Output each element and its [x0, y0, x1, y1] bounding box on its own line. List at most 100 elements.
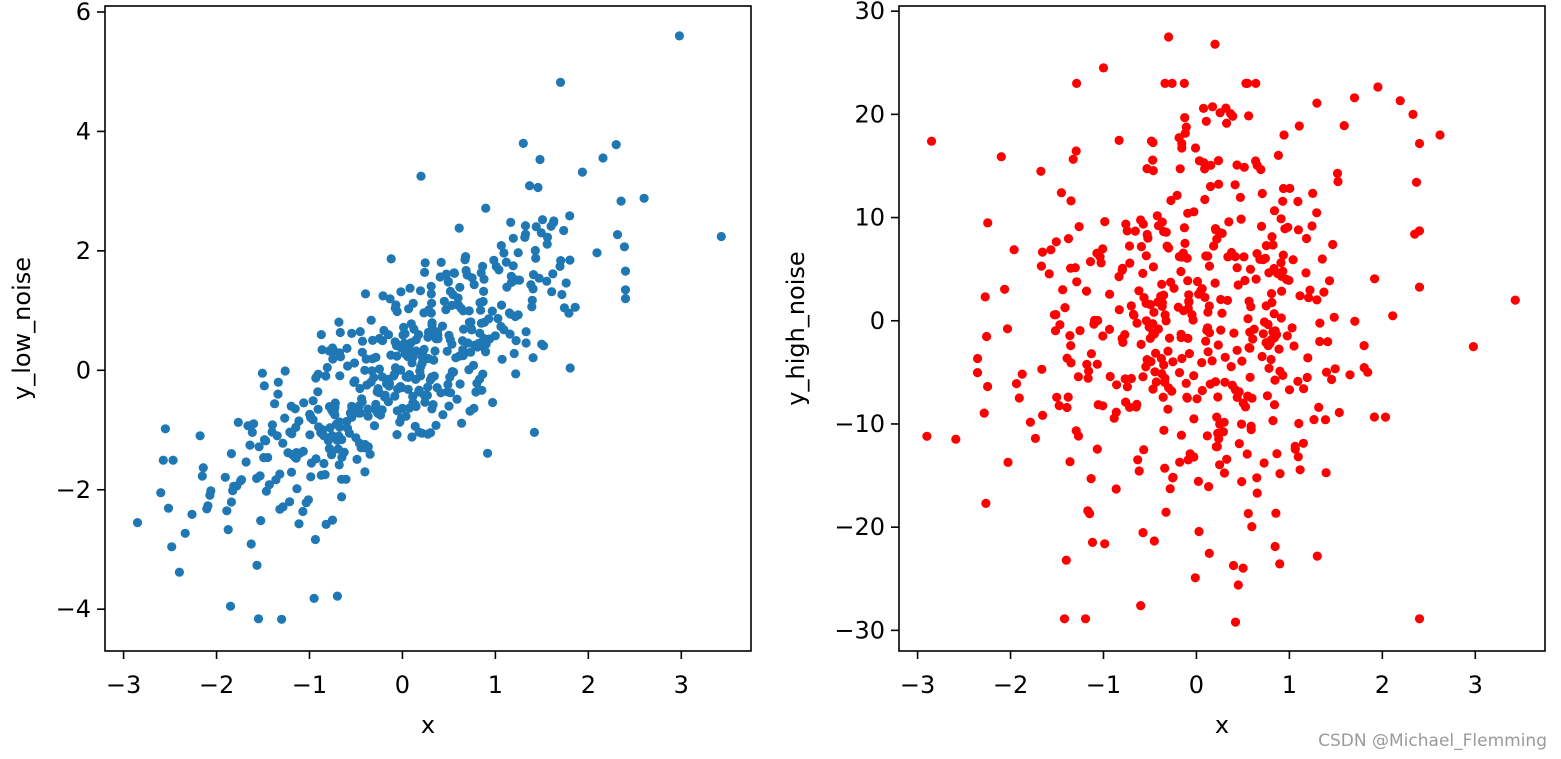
scatter-point	[337, 435, 347, 445]
scatter-point	[316, 330, 326, 340]
scatter-point	[435, 272, 445, 282]
scatter-point	[1301, 268, 1311, 278]
scatter-point	[514, 275, 525, 285]
scatter-point	[311, 454, 321, 464]
scatter-point	[1089, 319, 1099, 329]
scatter-point	[1259, 458, 1269, 468]
scatter-point	[1216, 325, 1226, 335]
scatter-point	[236, 475, 247, 485]
scatter-point	[1213, 156, 1224, 166]
scatter-point	[1245, 327, 1255, 337]
scatter-point	[1176, 266, 1186, 277]
scatter-point	[1303, 353, 1313, 363]
scatter-point	[1122, 226, 1132, 236]
scatter-point	[454, 223, 464, 233]
scatter-point	[1055, 320, 1065, 330]
y-tick-label: −30	[834, 616, 885, 644]
scatter-points-high-noise	[922, 32, 1520, 627]
scatter-point	[415, 286, 426, 296]
scatter-point	[1359, 341, 1369, 351]
scatter-point	[1175, 457, 1185, 467]
scatter-point	[439, 296, 449, 306]
scatter-point	[1302, 372, 1312, 383]
scatter-point	[1038, 410, 1048, 420]
scatter-point	[1260, 253, 1270, 263]
scatter-point	[420, 258, 430, 268]
scatter-point	[1330, 364, 1340, 374]
scatter-point	[1279, 130, 1289, 140]
scatter-point	[570, 302, 580, 312]
scatter-point	[1180, 128, 1190, 138]
scatter-point	[1161, 227, 1171, 237]
scatter-point	[1293, 225, 1303, 235]
scatter-point	[1158, 392, 1168, 402]
scatter-point	[267, 420, 277, 430]
scatter-point	[233, 417, 243, 427]
scatter-point	[247, 427, 257, 437]
scatter-point	[1092, 359, 1102, 369]
scatter-point	[1160, 463, 1170, 473]
scatter-point	[1210, 39, 1220, 49]
scatter-point	[1122, 382, 1132, 392]
scatter-point	[1164, 333, 1175, 343]
scatter-point	[1149, 307, 1159, 317]
scatter-point	[1257, 351, 1267, 362]
scatter-point	[1121, 397, 1131, 407]
scatter-point	[1213, 392, 1223, 402]
scatter-point	[327, 405, 337, 415]
scatter-point	[423, 332, 433, 342]
scatter-point	[272, 431, 282, 441]
scatter-point	[598, 153, 608, 163]
scatter-point	[255, 471, 265, 481]
scatter-point	[1299, 384, 1309, 394]
scatter-point	[496, 321, 506, 332]
scatter-point	[1036, 261, 1046, 271]
scatter-point	[365, 449, 375, 459]
scatter-point	[996, 152, 1006, 162]
scatter-point	[1293, 196, 1303, 207]
scatter-point	[1268, 327, 1278, 337]
scatter-point	[1244, 296, 1254, 306]
subplot-low-noise: −3 −2 −1 0 1 2 3 −4 −2 0 2 4 6 x y_low_noise	[8, 0, 752, 739]
scatter-point	[528, 284, 538, 294]
scatter-point	[1176, 430, 1186, 440]
scatter-point	[1278, 266, 1288, 276]
scatter-point	[1114, 272, 1124, 282]
scatter-point	[1203, 347, 1213, 357]
scatter-point	[447, 300, 457, 310]
scatter-point	[456, 303, 466, 313]
scatter-point	[426, 289, 436, 299]
scatter-point	[349, 377, 359, 387]
x-axis-label-high-noise: x	[1215, 711, 1229, 739]
y-tick-label: 0	[870, 307, 885, 335]
scatter-point	[280, 366, 290, 376]
scatter-point	[1239, 162, 1249, 172]
scatter-point	[511, 336, 521, 346]
scatter-point	[1248, 334, 1258, 344]
scatter-point	[1194, 526, 1204, 537]
scatter-point	[1104, 324, 1115, 334]
scatter-point	[349, 358, 360, 368]
scatter-point	[476, 318, 486, 328]
axes-frame-high-noise	[898, 5, 1546, 652]
scatter-point	[357, 336, 368, 346]
scatter-point	[415, 366, 425, 376]
scatter-point	[1192, 394, 1202, 404]
scatter-point	[1369, 412, 1379, 422]
y-axis-label-low-noise: y_low_noise	[8, 257, 36, 400]
x-tick-label: 3	[1468, 671, 1483, 699]
scatter-point	[1275, 469, 1285, 479]
scatter-point	[1036, 166, 1046, 176]
scatter-point	[1214, 179, 1224, 189]
scatter-point	[1080, 614, 1091, 624]
scatter-point	[1037, 247, 1048, 257]
scatter-point	[278, 502, 288, 512]
scatter-point	[1207, 102, 1218, 112]
scatter-point	[1233, 280, 1243, 290]
scatter-point	[1092, 444, 1102, 454]
scatter-point	[1278, 370, 1288, 380]
scatter-point	[313, 387, 323, 397]
scatter-point	[1411, 177, 1422, 187]
scatter-point	[1285, 183, 1295, 193]
scatter-point	[1063, 234, 1074, 244]
